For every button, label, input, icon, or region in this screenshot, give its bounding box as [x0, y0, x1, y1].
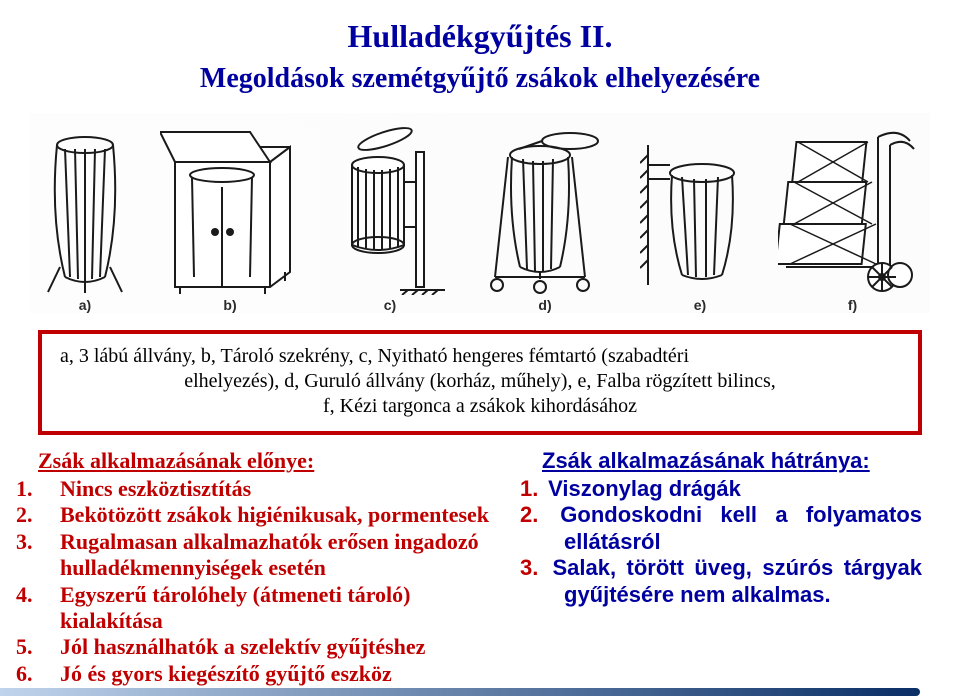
list-item: 4.Egyszerű tárolóhely (átmeneti tároló) … [38, 582, 518, 635]
columns: Zsák alkalmazásának előnye: 1.Nincs eszk… [38, 448, 922, 687]
description-line: elhelyezés), d, Guruló állvány (korház, … [60, 369, 900, 394]
description-line: a, 3 lábú állvány, b, Tároló szekrény, c… [60, 344, 900, 369]
page-title: Hulladékgyűjtés II. [0, 18, 960, 55]
cylinder-post-icon [330, 127, 450, 295]
figure-b: b) [155, 127, 305, 313]
list-item: 3. Salak, törött üveg, szúrós tárgyak gy… [542, 555, 922, 608]
cabinet-icon [160, 127, 300, 295]
description-line: f, Kézi targonca a zsákok kihordásához [60, 394, 900, 419]
list-item: 2.Bekötözött zsákok higiénikusak, pormen… [38, 502, 518, 528]
list-item: 5.Jól használhatók a szelektív gyűjtéshe… [38, 634, 518, 660]
advantages-column: Zsák alkalmazásának előnye: 1.Nincs eszk… [38, 448, 518, 687]
list-item: 3.Rugalmasan alkalmazhatók erősen ingado… [38, 529, 518, 582]
advantages-heading: Zsák alkalmazásának előnye: [38, 448, 518, 474]
figure-caption: e) [694, 297, 706, 313]
list-item: 6.Jó és gyors kiegészítő gyűjtő eszköz [38, 661, 518, 687]
figure-row: a) [30, 113, 930, 313]
page-subtitle: Megoldások szemétgyűjtő zsákok elhelyezé… [0, 63, 960, 95]
advantages-list: 1.Nincs eszköztisztítás 2.Bekötözött zsá… [38, 476, 518, 687]
disadvantages-heading: Zsák alkalmazásának hátránya: [542, 448, 922, 474]
footer-gradient-bar [0, 688, 920, 696]
disadvantages-list: 1. Viszonylag drágák 2. Gondoskodni kell… [542, 476, 922, 608]
wall-ring-icon [640, 145, 760, 295]
figure-caption: b) [223, 297, 236, 313]
hand-trolley-icon [778, 127, 928, 295]
description-box: a, 3 lábú állvány, b, Tároló szekrény, c… [38, 330, 922, 435]
figure-f: f) [775, 127, 930, 313]
figure-caption: f) [848, 297, 857, 313]
list-item: 1.Nincs eszköztisztítás [38, 476, 518, 502]
disadvantages-column: Zsák alkalmazásának hátránya: 1. Viszony… [542, 448, 922, 687]
title-block: Hulladékgyűjtés II. Megoldások szemétgyű… [0, 0, 960, 95]
rolling-stand-icon [475, 127, 615, 295]
figure-d: d) [470, 127, 620, 313]
page: Hulladékgyűjtés II. Megoldások szemétgyű… [0, 0, 960, 696]
figure-e: e) [635, 145, 765, 313]
figure-c: c) [325, 127, 455, 313]
bag-stand-icon [40, 127, 130, 295]
figure-caption: c) [384, 297, 396, 313]
list-item: 2. Gondoskodni kell a folyamatos ellátás… [542, 502, 922, 555]
figure-caption: a) [79, 297, 91, 313]
list-item: 1. Viszonylag drágák [542, 476, 922, 502]
figure-a: a) [30, 127, 140, 313]
figure-caption: d) [538, 297, 551, 313]
